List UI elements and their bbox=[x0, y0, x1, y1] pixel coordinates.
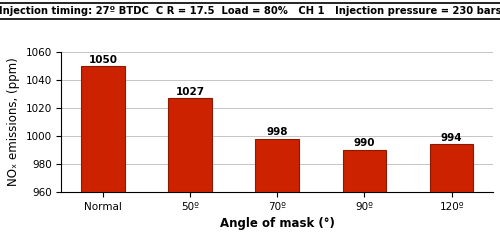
Text: 1027: 1027 bbox=[176, 87, 204, 97]
Bar bbox=[168, 98, 212, 192]
Bar bbox=[342, 150, 386, 192]
Bar bbox=[430, 144, 474, 192]
Text: 994: 994 bbox=[441, 133, 462, 143]
Text: 990: 990 bbox=[354, 138, 375, 149]
Text: Injection timing: 27º BTDC  C R = 17.5  Load = 80%   CH 1   Injection pressure =: Injection timing: 27º BTDC C R = 17.5 Lo… bbox=[0, 6, 500, 16]
X-axis label: Angle of mask (°): Angle of mask (°) bbox=[220, 217, 334, 230]
Bar bbox=[81, 66, 124, 192]
Text: 1050: 1050 bbox=[88, 55, 118, 65]
Bar bbox=[256, 139, 299, 192]
Y-axis label: NOₓ emissions, (ppm): NOₓ emissions, (ppm) bbox=[7, 58, 20, 186]
Text: 998: 998 bbox=[266, 127, 288, 137]
